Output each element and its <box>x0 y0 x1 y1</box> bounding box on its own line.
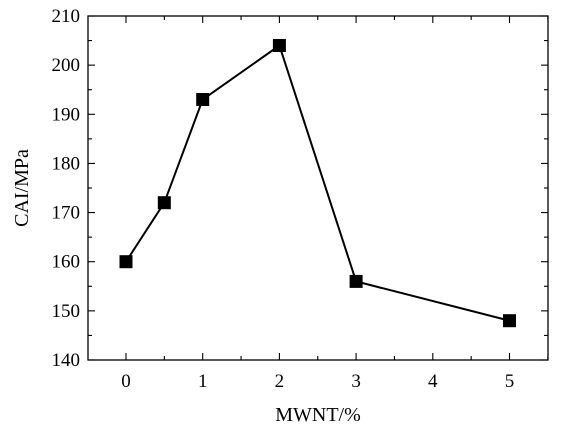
y-tick-label: 140 <box>52 350 81 371</box>
data-point-marker <box>196 93 210 106</box>
y-axis-ticks: 140 150 160 170 180 190 200 210 <box>52 6 548 371</box>
x-tick-label: 5 <box>505 371 515 392</box>
y-tick-label: 190 <box>52 104 81 125</box>
data-point-marker <box>157 196 171 210</box>
x-tick-label: 4 <box>428 371 438 392</box>
y-tick-label: 180 <box>52 153 81 174</box>
data-point-marker <box>349 274 363 288</box>
x-tick-label: 0 <box>121 371 131 392</box>
x-tick-label: 2 <box>275 371 285 392</box>
y-tick-label: 200 <box>52 55 81 76</box>
y-tick-label: 170 <box>52 203 81 224</box>
y-axis-title: CAI/MPa <box>11 149 33 227</box>
series-line <box>125 43 510 322</box>
plot-frame <box>87 15 549 361</box>
x-axis-title: MWNT/% <box>275 404 361 426</box>
data-point-marker <box>503 314 516 328</box>
x-axis-ticks: 0 1 2 3 4 5 <box>121 16 549 392</box>
y-tick-label: 150 <box>52 301 81 322</box>
data-point-marker <box>272 39 286 52</box>
x-tick-label: 1 <box>198 371 208 392</box>
y-tick-label: 160 <box>52 252 81 273</box>
x-tick-label: 3 <box>351 371 361 392</box>
series-layer <box>119 39 516 328</box>
y-tick-label: 210 <box>52 6 81 27</box>
data-point-marker <box>119 255 133 269</box>
